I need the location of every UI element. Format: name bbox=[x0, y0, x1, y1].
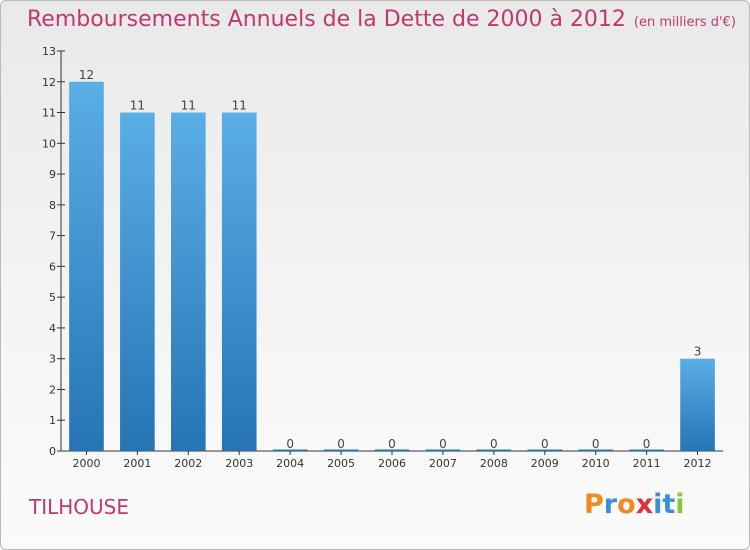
y-tick-label: 11 bbox=[42, 107, 56, 120]
logo-letter: i bbox=[653, 489, 663, 520]
logo-letter: r bbox=[603, 489, 618, 520]
logo-letter: t bbox=[662, 489, 676, 520]
y-tick-label: 1 bbox=[49, 414, 56, 427]
y-tick-label: 3 bbox=[49, 353, 56, 366]
data-label: 0 bbox=[643, 437, 651, 451]
bars bbox=[69, 81, 715, 452]
commune-name: TILHOUSE bbox=[29, 495, 130, 519]
data-label: 0 bbox=[388, 437, 396, 451]
proxiti-logo: Proxiti bbox=[584, 489, 685, 520]
bar bbox=[476, 449, 512, 451]
data-label: 0 bbox=[337, 437, 345, 451]
bar bbox=[527, 449, 563, 451]
y-tick-label: 0 bbox=[49, 445, 56, 458]
bar bbox=[170, 112, 206, 452]
chart-title: Remboursements Annuels de la Dette de 20… bbox=[27, 7, 736, 32]
data-label: 0 bbox=[439, 437, 447, 451]
y-tick-label: 4 bbox=[49, 322, 56, 335]
x-tick-label: 2012 bbox=[684, 457, 712, 470]
bar bbox=[69, 81, 104, 452]
x-tick-label: 2010 bbox=[582, 457, 610, 470]
y-tick-label: 2 bbox=[49, 383, 56, 396]
bar bbox=[120, 112, 155, 452]
data-label: 0 bbox=[541, 437, 549, 451]
data-label: 11 bbox=[130, 99, 145, 113]
x-tick-label: 2008 bbox=[480, 457, 508, 470]
bar bbox=[272, 449, 308, 451]
x-tick-label: 2001 bbox=[123, 457, 151, 470]
y-tick-label: 6 bbox=[49, 260, 56, 273]
logo-letter: i bbox=[675, 489, 685, 520]
logo-letter: o bbox=[617, 489, 636, 520]
x-tick-label: 2002 bbox=[174, 457, 202, 470]
chart-title-text: Remboursements Annuels de la Dette de 20… bbox=[27, 7, 626, 32]
x-tick-label: 2009 bbox=[531, 457, 559, 470]
data-label: 0 bbox=[490, 437, 498, 451]
x-tick-label: 2006 bbox=[378, 457, 406, 470]
data-label: 0 bbox=[286, 437, 294, 451]
y-tick-label: 7 bbox=[49, 230, 56, 243]
bar bbox=[578, 449, 614, 451]
bar bbox=[374, 449, 410, 451]
logo-letter: P bbox=[584, 489, 604, 520]
x-tick-label: 2005 bbox=[327, 457, 355, 470]
y-tick-label: 10 bbox=[42, 137, 56, 150]
x-tick-label: 2007 bbox=[429, 457, 457, 470]
x-tick-label: 2003 bbox=[225, 457, 253, 470]
x-tick-label: 2011 bbox=[633, 457, 661, 470]
x-tick-label: 2004 bbox=[276, 457, 304, 470]
data-label: 11 bbox=[232, 99, 247, 113]
bar bbox=[221, 112, 257, 452]
bar bbox=[323, 449, 359, 451]
y-tick-label: 13 bbox=[42, 45, 56, 58]
data-label: 12 bbox=[79, 68, 94, 82]
y-tick-label: 8 bbox=[49, 199, 56, 212]
data-label: 0 bbox=[592, 437, 600, 451]
bar bbox=[629, 449, 664, 451]
chart-unit: (en milliers d'€) bbox=[633, 15, 736, 30]
data-label: 3 bbox=[694, 345, 702, 359]
logo-letter: x bbox=[635, 489, 654, 520]
y-tick-label: 9 bbox=[49, 168, 56, 181]
bar bbox=[680, 358, 715, 451]
y-tick-label: 12 bbox=[42, 76, 56, 89]
x-tick-label: 2000 bbox=[72, 457, 100, 470]
bar bbox=[425, 449, 461, 451]
data-label: 11 bbox=[181, 99, 196, 113]
value-labels: 12 11 11 11 0 0 0 0 0 0 0 0 3 bbox=[79, 68, 702, 451]
y-tick-label: 5 bbox=[49, 291, 56, 304]
